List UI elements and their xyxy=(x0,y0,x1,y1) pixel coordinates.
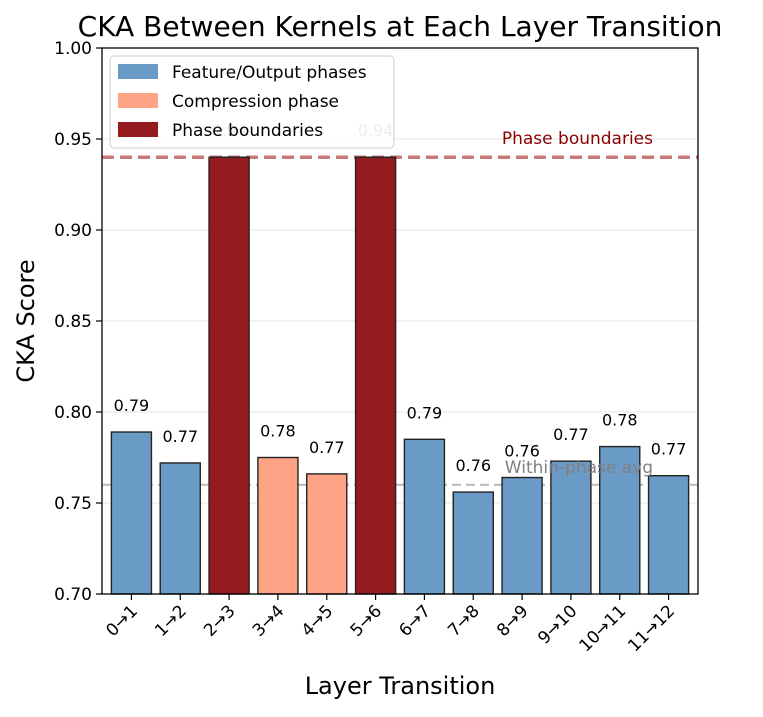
phase-boundary-line-label: Phase boundaries xyxy=(502,129,653,149)
bar-feature xyxy=(647,475,690,595)
legend-swatch-boundary xyxy=(118,122,158,137)
legend-swatch-feature xyxy=(118,64,158,79)
bar-value-label: 0.79 xyxy=(407,403,443,422)
y-tick-label: 1.00 xyxy=(54,39,92,59)
x-tick-label: 7→8 xyxy=(444,601,484,641)
x-tick-label: 8→9 xyxy=(493,601,533,641)
bar-value-label: 0.77 xyxy=(553,425,589,444)
x-tick-label: 10→11 xyxy=(575,601,630,656)
x-tick-label: 11→12 xyxy=(624,601,679,656)
bar-value-label: 0.76 xyxy=(504,442,540,461)
value-labels: 0.790.770.940.780.770.940.790.760.760.77… xyxy=(114,121,687,475)
x-tick-label: 6→7 xyxy=(395,601,435,641)
y-axis-label: CKA Score xyxy=(12,259,40,382)
x-tick-label: 2→3 xyxy=(200,601,240,641)
legend: Feature/Output phases Compression phase Ph… xyxy=(109,55,395,149)
bar-value-label: 0.77 xyxy=(651,440,687,459)
legend-box xyxy=(109,55,395,149)
bar-value-label: 0.79 xyxy=(114,396,150,415)
bar-boundary xyxy=(208,156,250,595)
bar-compression xyxy=(306,473,348,595)
bar-value-label: 0.77 xyxy=(162,427,198,446)
legend-swatch-compression xyxy=(118,93,158,108)
x-tick-label: 1→2 xyxy=(151,601,191,641)
y-tick-label: 0.75 xyxy=(54,494,92,514)
reference-lines xyxy=(102,155,698,486)
bar-feature xyxy=(403,438,446,595)
bar-feature xyxy=(159,462,201,595)
y-axis-ticks: 0.70 0.75 0.80 0.85 0.90 0.95 1.00 xyxy=(54,39,102,605)
bar-feature xyxy=(501,476,543,595)
x-tick-label: 5→6 xyxy=(347,601,387,641)
bar-boundary xyxy=(354,156,397,595)
y-tick-label: 0.85 xyxy=(54,312,92,332)
bar-value-label: 0.76 xyxy=(455,456,491,475)
chart-title: CKA Between Kernels at Each Layer Transi… xyxy=(78,10,723,43)
y-tick-label: 0.90 xyxy=(54,221,92,241)
bars xyxy=(110,156,690,595)
y-tick-label: 0.80 xyxy=(54,403,92,423)
bar-value-label: 0.78 xyxy=(602,411,638,430)
bar-feature xyxy=(550,460,592,595)
x-tick-label: 4→5 xyxy=(298,601,338,641)
bar-value-label: 0.78 xyxy=(260,422,296,441)
x-axis-ticks: 0→1 1→2 2→3 3→4 4→5 5→6 6→7 7→8 8→9 9→1010→1111→1… xyxy=(102,594,679,656)
x-tick-label: 0→1 xyxy=(102,601,142,641)
x-tick-label: 9→10 xyxy=(534,601,581,648)
reference-line-labels: Phase boundaries Within-phase avg xyxy=(502,129,653,478)
legend-label-compression: Compression phase xyxy=(172,92,339,112)
bar-compression xyxy=(257,456,299,595)
legend-label-feature: Feature/Output phases xyxy=(172,63,367,83)
bar-feature xyxy=(110,431,153,595)
y-tick-label: 0.95 xyxy=(54,130,92,150)
x-axis-label: Layer Transition xyxy=(305,672,496,700)
bar-feature xyxy=(452,491,494,595)
within-phase-avg-label: Within-phase avg xyxy=(505,458,653,478)
x-tick-label: 3→4 xyxy=(249,601,289,641)
bar-value-label: 0.77 xyxy=(309,438,345,457)
y-tick-label: 0.70 xyxy=(54,585,92,605)
legend-label-boundary: Phase boundaries xyxy=(172,121,323,141)
